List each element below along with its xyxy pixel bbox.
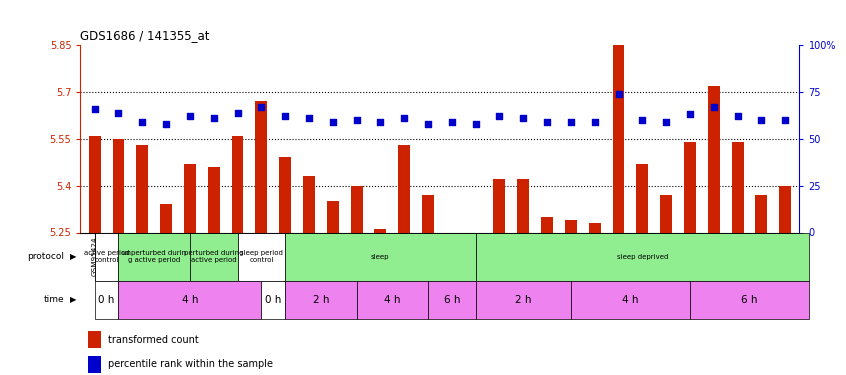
Bar bbox=[255, 101, 267, 232]
Text: active period
control: active period control bbox=[84, 251, 129, 263]
Text: percentile rank within the sample: percentile rank within the sample bbox=[107, 359, 272, 369]
Bar bbox=[779, 186, 791, 232]
Text: 4 h: 4 h bbox=[384, 295, 400, 305]
Bar bbox=[261, 281, 285, 319]
Text: 2 h: 2 h bbox=[313, 295, 329, 305]
Point bbox=[159, 121, 173, 127]
Point bbox=[302, 115, 316, 121]
Point bbox=[778, 117, 792, 123]
Text: ▶: ▶ bbox=[70, 296, 77, 304]
Point bbox=[326, 119, 339, 125]
Text: 6 h: 6 h bbox=[443, 295, 460, 305]
Text: unperturbed durin
g active period: unperturbed durin g active period bbox=[122, 251, 186, 263]
Point bbox=[278, 113, 292, 119]
Text: 2 h: 2 h bbox=[515, 295, 531, 305]
Bar bbox=[660, 195, 672, 232]
Text: ▶: ▶ bbox=[70, 252, 77, 261]
Bar bbox=[708, 86, 720, 232]
Text: GDS1686 / 141355_at: GDS1686 / 141355_at bbox=[80, 30, 210, 42]
Point bbox=[112, 110, 125, 116]
Text: sleep deprived: sleep deprived bbox=[617, 254, 668, 260]
Bar bbox=[541, 217, 553, 232]
Point bbox=[421, 121, 435, 127]
Bar bbox=[184, 164, 196, 232]
Bar bbox=[475, 281, 571, 319]
Point bbox=[398, 115, 411, 121]
Point bbox=[88, 106, 102, 112]
Point bbox=[469, 121, 482, 127]
Bar bbox=[88, 356, 101, 373]
Bar bbox=[565, 220, 577, 232]
Point bbox=[517, 115, 530, 121]
Point bbox=[612, 91, 625, 97]
Point bbox=[755, 117, 768, 123]
Text: time: time bbox=[44, 296, 64, 304]
Bar bbox=[238, 232, 285, 281]
Bar bbox=[190, 232, 238, 281]
Bar bbox=[327, 201, 338, 232]
Bar bbox=[475, 232, 809, 281]
Point bbox=[588, 119, 602, 125]
Bar bbox=[517, 179, 530, 232]
Point bbox=[374, 119, 387, 125]
Bar bbox=[589, 223, 601, 232]
Bar bbox=[88, 331, 101, 348]
Text: 4 h: 4 h bbox=[182, 295, 198, 305]
Bar bbox=[571, 281, 690, 319]
Bar bbox=[303, 176, 315, 232]
Bar bbox=[285, 232, 475, 281]
Bar bbox=[285, 281, 356, 319]
Point bbox=[707, 104, 721, 110]
Bar bbox=[636, 164, 648, 232]
Bar bbox=[690, 281, 809, 319]
Point bbox=[445, 119, 459, 125]
Bar bbox=[398, 145, 410, 232]
Bar bbox=[493, 179, 505, 232]
Bar bbox=[136, 145, 148, 232]
Bar bbox=[95, 281, 118, 319]
Bar bbox=[356, 281, 428, 319]
Text: sleep: sleep bbox=[371, 254, 390, 260]
Point bbox=[207, 115, 221, 121]
Text: 4 h: 4 h bbox=[622, 295, 639, 305]
Bar bbox=[732, 142, 744, 232]
Bar bbox=[350, 186, 363, 232]
Point bbox=[684, 111, 697, 117]
Point bbox=[492, 113, 506, 119]
Text: 6 h: 6 h bbox=[741, 295, 758, 305]
Bar bbox=[428, 281, 475, 319]
Bar bbox=[95, 232, 118, 281]
Bar bbox=[208, 167, 220, 232]
Bar bbox=[118, 232, 190, 281]
Text: transformed count: transformed count bbox=[107, 335, 199, 345]
Bar bbox=[113, 139, 124, 232]
Text: 0 h: 0 h bbox=[98, 295, 115, 305]
Point bbox=[183, 113, 196, 119]
Bar bbox=[279, 158, 291, 232]
Text: perturbed during
active period: perturbed during active period bbox=[184, 251, 244, 263]
Point bbox=[731, 113, 744, 119]
Point bbox=[635, 117, 649, 123]
Point bbox=[659, 119, 673, 125]
Bar bbox=[422, 195, 434, 232]
Point bbox=[135, 119, 149, 125]
Bar bbox=[160, 204, 172, 232]
Text: sleep period
control: sleep period control bbox=[240, 251, 283, 263]
Bar bbox=[613, 42, 624, 232]
Bar bbox=[232, 136, 244, 232]
Bar bbox=[89, 136, 101, 232]
Bar bbox=[684, 142, 696, 232]
Bar bbox=[375, 230, 387, 232]
Text: protocol: protocol bbox=[28, 252, 64, 261]
Point bbox=[349, 117, 363, 123]
Bar bbox=[118, 281, 261, 319]
Bar bbox=[755, 195, 767, 232]
Text: 0 h: 0 h bbox=[265, 295, 282, 305]
Point bbox=[564, 119, 578, 125]
Point bbox=[255, 104, 268, 110]
Point bbox=[231, 110, 244, 116]
Point bbox=[541, 119, 554, 125]
